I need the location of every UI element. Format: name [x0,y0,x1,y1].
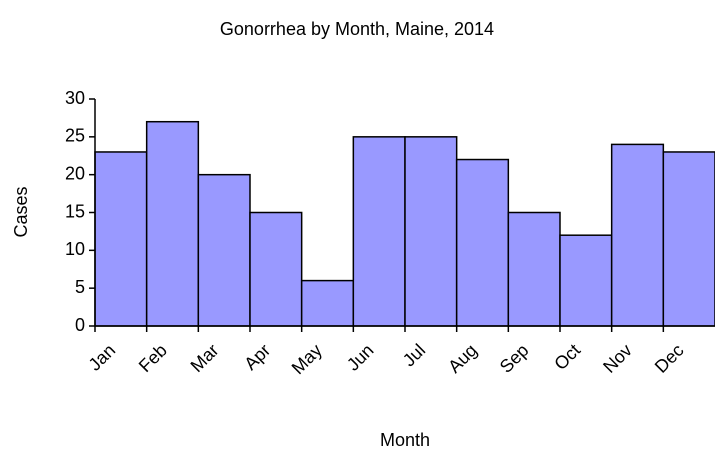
x-tick-label: Jan [85,340,120,375]
bar [145,120,200,327]
x-axis-label: Month [380,430,430,450]
y-tick-label: 5 [75,277,85,297]
x-tick-label: Dec [651,340,688,377]
x-tick-label: May [288,340,326,378]
bar [610,143,665,327]
bar [559,234,613,327]
bar [404,136,458,327]
x-tick-label: Jun [343,340,378,375]
x-tick-label: Mar [187,340,223,376]
y-tick-label: 10 [65,239,85,259]
bar [662,151,715,327]
x-tick-label: Sep [496,340,533,377]
y-tick-label: 30 [65,88,85,108]
y-axis-label: Cases [11,186,31,237]
x-tick-label: Apr [240,340,274,374]
bar [507,211,561,327]
bar [197,173,251,327]
x-tick-label: Oct [550,340,584,374]
bar [352,136,406,327]
y-tick-label: 25 [65,126,85,146]
y-tick-label: 0 [75,315,85,335]
bar [249,211,303,327]
x-tick-label: Feb [135,340,171,376]
y-tick-label: 20 [65,163,85,183]
bar [300,279,355,327]
bar [455,158,510,327]
chart-title: Gonorrhea by Month, Maine, 2014 [220,19,494,39]
x-tick-label: Aug [444,340,481,377]
y-tick-label: 15 [65,201,85,221]
x-tick-label: Nov [599,340,636,377]
bar [94,151,148,327]
x-tick-label: Jul [399,340,429,370]
